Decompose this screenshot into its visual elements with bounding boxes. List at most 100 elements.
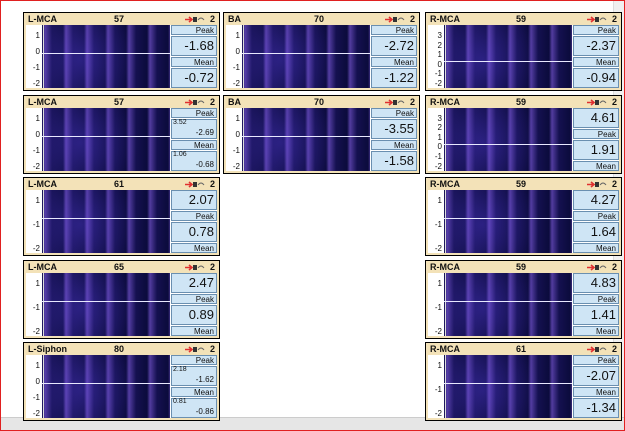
channel-panel[interactable]: L-MCA 57 2 1 0 -1 -2 Peak -1.68 Mean -0.72	[23, 12, 220, 91]
stats-column: Peak 3.52 -2.69 Mean 1.06 -0.68	[171, 107, 217, 171]
axis-label: -2	[434, 79, 442, 88]
stat-value-secondary: 3.52	[173, 118, 187, 126]
stat-value: -2.37	[573, 36, 619, 56]
channel-panel[interactable]: BA 70 2 1 0 -1 -2 Peak -2.72 Mean -1.22	[223, 12, 420, 91]
axis-label: 2	[437, 123, 442, 133]
stat-label: Mean	[171, 243, 217, 253]
vessel-name: L-MCA	[28, 179, 57, 189]
probe-icon	[185, 98, 205, 106]
stats-column: 4.83 Peak 1.41 Mean	[573, 272, 619, 336]
baseline	[242, 135, 370, 137]
stat-value: -0.68	[195, 159, 214, 169]
baseline	[444, 143, 572, 145]
probe-icon	[185, 16, 205, 23]
stat-label: Mean	[171, 139, 217, 150]
baseline	[42, 53, 170, 54]
stat-label: Mean	[371, 139, 417, 150]
axis-label: 0	[235, 47, 240, 56]
stat-value: -0.72	[171, 68, 217, 88]
axis-label: 1	[35, 196, 40, 205]
doppler-spectrum	[42, 190, 170, 253]
channel-panel[interactable]: L-MCA 65 2 1 -1 -2 2.47 Peak 0.89 Mean	[23, 259, 220, 339]
doppler-spectrum	[42, 355, 170, 418]
velocity-axis: 1 -1 -2	[428, 355, 444, 418]
stat-value: -2.69	[195, 127, 214, 137]
stat-value-pair: 2.18 -1.62	[171, 366, 217, 386]
stat-label: Peak	[573, 293, 619, 304]
channel-panel[interactable]: R-MCA 59 2 3 2 1 0 -1 -2 4.61 Peak 1.91 Mean	[425, 94, 622, 174]
velocity-axis: 3 2 1 0 -1 -2	[428, 25, 444, 88]
channel-panel[interactable]: R-MCA 61 2 1 -1 -2 Peak -2.07 Mean -1.34	[425, 342, 622, 421]
velocity-axis: 1 0 -1 -2	[26, 25, 42, 88]
velocity-axis: 1 0 -1 -2	[26, 108, 42, 171]
axis-label: -1	[434, 69, 442, 79]
panel-header: L-Siphon 80 2	[26, 344, 217, 355]
axis-label: -1	[32, 302, 40, 312]
stat-value: 0.89	[171, 304, 217, 325]
channel-panel[interactable]: L-MCA 61 2 1 -1 -2 2.07 Peak 0.78 Mean	[23, 177, 220, 256]
stats-column: 2.07 Peak 0.78 Mean	[171, 190, 217, 253]
vessel-name: R-MCA	[430, 96, 460, 107]
spectrum-axis	[445, 190, 446, 253]
panel-header: L-MCA 57 2	[26, 97, 217, 108]
depth: 59	[516, 96, 527, 107]
axis-label: -2	[232, 79, 240, 88]
channel-number: 2	[611, 96, 617, 107]
velocity-axis: 1 0 -1 -2	[226, 25, 242, 88]
baseline	[42, 383, 170, 384]
channel-number: 2	[209, 344, 215, 354]
stat-label: Peak	[171, 107, 217, 118]
vessel-name: L-MCA	[28, 261, 57, 272]
stat-label: Peak	[371, 107, 417, 118]
spectrum-axis	[43, 272, 44, 336]
panel-body: 1 0 -1 -2 Peak 2.18 -1.62 Mean 0.81 -0.86	[26, 355, 217, 418]
doppler-spectrum	[444, 355, 572, 418]
axis-label: 0	[235, 129, 240, 139]
axis-label: -2	[32, 161, 40, 171]
axis-label: -1	[32, 393, 40, 402]
spectrum-axis	[445, 355, 446, 418]
stats-column: Peak -3.55 Mean -1.58	[371, 107, 417, 171]
depth: 61	[114, 179, 125, 189]
channel-number: 2	[409, 14, 415, 24]
stat-value: -1.22	[371, 68, 417, 88]
panel-header: R-MCA 59 2	[428, 179, 619, 190]
axis-label: 1	[437, 132, 442, 142]
channel-panel[interactable]: L-Siphon 80 2 1 0 -1 -2 Peak 2.18 -1.62 Mean 0.81 -0…	[23, 342, 220, 421]
channel-panel[interactable]: R-MCA 59 2 1 -1 -2 4.83 Peak 1.41 Mean	[425, 259, 622, 339]
stat-value: 2.07	[171, 190, 217, 210]
channel-panel[interactable]: R-MCA 59 2 3 2 1 0 -1 -2 Peak -2.37 Mean -0.94	[425, 12, 622, 91]
axis-label: -2	[32, 409, 40, 418]
channel-panel[interactable]: R-MCA 59 2 1 -1 -2 4.27 Peak 1.64 Mean	[425, 177, 622, 256]
axis-label: 1	[235, 31, 240, 40]
stat-value: -2.72	[371, 36, 417, 56]
channel-panel[interactable]: BA 70 2 1 0 -1 -2 Peak -3.55 Mean -1.58	[223, 94, 420, 174]
spectrum-axis	[445, 25, 446, 88]
axis-label: 3	[437, 31, 442, 40]
spectrum-axis	[43, 190, 44, 253]
panel-body: 1 0 -1 -2 Peak -2.72 Mean -1.22	[226, 25, 417, 88]
stats-column: Peak -2.07 Mean -1.34	[573, 355, 619, 418]
axis-label: -1	[32, 220, 40, 229]
depth: 61	[516, 344, 527, 354]
vessel-name: L-MCA	[28, 96, 57, 107]
stat-value-pair: 0.81 -0.86	[171, 398, 217, 418]
baseline	[42, 135, 170, 137]
channel-panel[interactable]: L-MCA 57 2 1 0 -1 -2 Peak 3.52 -2.69 Mean 1.06 -0.68	[23, 94, 220, 174]
stat-label: Peak	[171, 211, 217, 221]
stat-value: 2.47	[171, 272, 217, 293]
vessel-name: L-Siphon	[28, 344, 67, 354]
baseline	[242, 53, 370, 54]
spectrum-axis	[43, 25, 44, 88]
axis-label: 2	[437, 40, 442, 50]
doppler-spectrum	[444, 190, 572, 253]
velocity-axis: 3 2 1 0 -1 -2	[428, 108, 444, 171]
channel-number: 2	[209, 179, 215, 189]
baseline	[444, 218, 572, 219]
stat-value: -1.68	[171, 36, 217, 56]
axis-label: 1	[437, 278, 442, 288]
stat-value: 0.78	[171, 222, 217, 242]
velocity-axis: 1 0 -1 -2	[226, 108, 242, 171]
axis-label: 0	[35, 377, 40, 386]
depth: 70	[314, 96, 325, 107]
